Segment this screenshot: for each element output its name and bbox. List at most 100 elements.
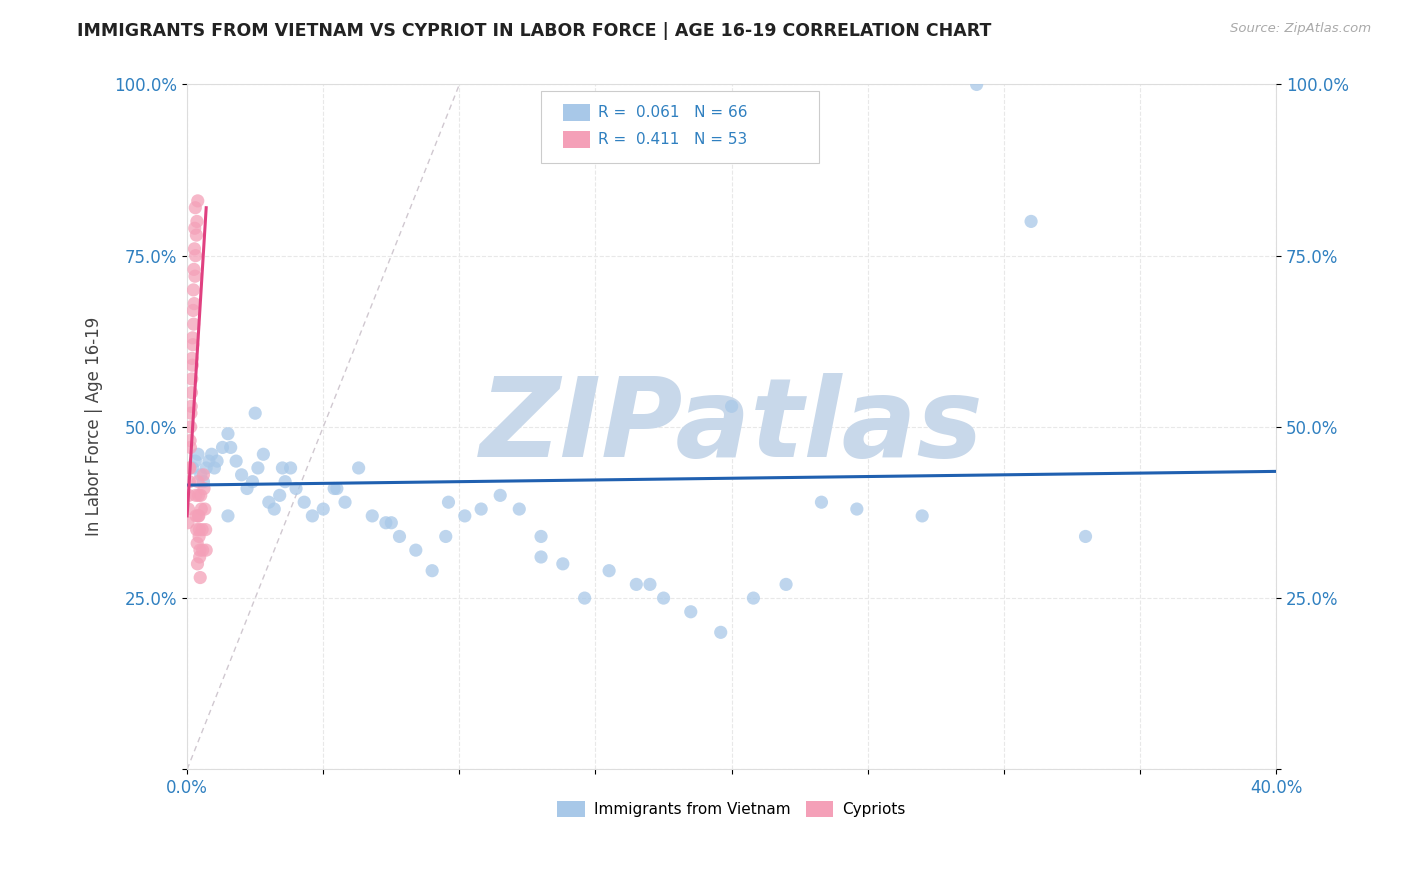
Point: [184, 488, 207, 502]
Point: [180, 406, 202, 420]
Point: [361, 508, 384, 523]
Point: [508, 502, 530, 516]
Point: [652, 591, 675, 606]
Point: [201, 447, 224, 461]
Point: [186, 536, 208, 550]
Text: R =  0.061   N = 66: R = 0.061 N = 66: [598, 105, 747, 120]
Point: [269, 488, 291, 502]
Point: [742, 591, 765, 606]
Point: [179, 461, 201, 475]
Point: [177, 516, 200, 530]
Point: [280, 461, 302, 475]
Point: [190, 502, 212, 516]
Point: [179, 475, 201, 489]
Point: [326, 482, 349, 496]
Point: [257, 495, 280, 509]
Point: [181, 331, 204, 345]
FancyBboxPatch shape: [541, 91, 818, 163]
Point: [179, 434, 201, 448]
Point: [1074, 529, 1097, 543]
Text: IMMIGRANTS FROM VIETNAM VS CYPRIOT IN LABOR FORCE | AGE 16-19 CORRELATION CHART: IMMIGRANTS FROM VIETNAM VS CYPRIOT IN LA…: [77, 22, 991, 40]
Point: [177, 488, 200, 502]
Legend: Immigrants from Vietnam, Cypriots: Immigrants from Vietnam, Cypriots: [551, 795, 912, 823]
Point: [470, 502, 492, 516]
Point: [188, 570, 211, 584]
Point: [242, 475, 264, 489]
Point: [179, 461, 201, 475]
Point: [183, 283, 205, 297]
Point: [180, 372, 202, 386]
Point: [188, 523, 211, 537]
Point: [211, 441, 233, 455]
Point: [186, 228, 208, 243]
Point: [292, 495, 315, 509]
Point: [181, 358, 204, 372]
Point: [626, 577, 648, 591]
Point: [775, 577, 797, 591]
Point: [231, 467, 253, 482]
Point: [285, 482, 308, 496]
Point: [179, 441, 201, 455]
Point: [252, 447, 274, 461]
Point: [454, 508, 477, 523]
Point: [845, 502, 868, 516]
Point: [489, 488, 512, 502]
Point: [810, 495, 832, 509]
Point: [193, 467, 215, 482]
Point: [187, 475, 209, 489]
Point: [374, 516, 396, 530]
Point: [187, 488, 209, 502]
Point: [188, 543, 211, 558]
Point: [184, 508, 207, 523]
Point: [195, 461, 218, 475]
Point: [347, 461, 370, 475]
Point: [388, 529, 411, 543]
Text: R =  0.411   N = 53: R = 0.411 N = 53: [598, 132, 747, 147]
Point: [181, 351, 204, 366]
Point: [190, 488, 212, 502]
Point: [333, 495, 356, 509]
Point: [217, 426, 239, 441]
Point: [184, 221, 207, 235]
Point: [202, 461, 225, 475]
Point: [598, 564, 620, 578]
Point: [911, 508, 934, 523]
FancyBboxPatch shape: [562, 103, 591, 120]
Point: [405, 543, 427, 558]
Point: [184, 269, 207, 284]
FancyBboxPatch shape: [562, 131, 591, 148]
Point: [219, 441, 242, 455]
Point: [194, 502, 217, 516]
Point: [187, 194, 209, 208]
Point: [437, 495, 460, 509]
Point: [246, 461, 269, 475]
Point: [380, 516, 402, 530]
Point: [198, 454, 221, 468]
Point: [225, 454, 247, 468]
Point: [205, 454, 228, 468]
Point: [323, 482, 346, 496]
Point: [184, 201, 207, 215]
Point: [420, 564, 443, 578]
Point: [180, 400, 202, 414]
Point: [188, 549, 211, 564]
Point: [195, 543, 218, 558]
Point: [181, 303, 204, 318]
Point: [274, 475, 297, 489]
Point: [236, 482, 259, 496]
Text: Source: ZipAtlas.com: Source: ZipAtlas.com: [1230, 22, 1371, 36]
Point: [191, 523, 214, 537]
Point: [187, 508, 209, 523]
Point: [434, 529, 457, 543]
Point: [190, 467, 212, 482]
Point: [551, 557, 574, 571]
Point: [271, 461, 294, 475]
Point: [263, 502, 285, 516]
Point: [720, 400, 742, 414]
Point: [191, 543, 214, 558]
Point: [183, 262, 205, 277]
Point: [245, 406, 267, 420]
Point: [183, 317, 205, 331]
Point: [193, 475, 215, 489]
Text: ZIPatlas: ZIPatlas: [479, 374, 983, 481]
